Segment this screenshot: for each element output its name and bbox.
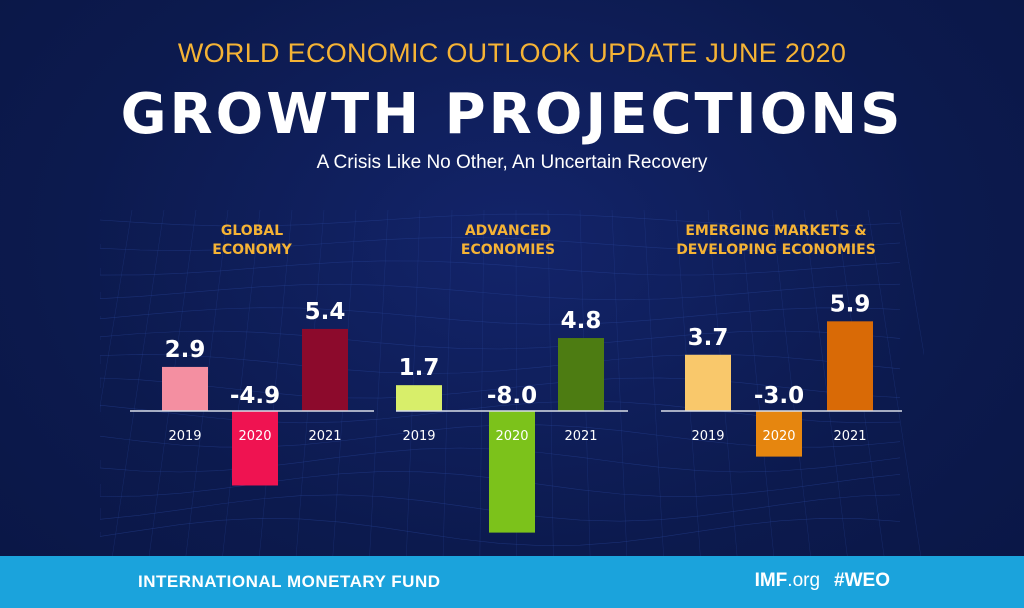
charts-svg: GLOBAL ECONOMY 2.9 2019 -4.9 2020 5.4 2021 ADVAN…: [100, 210, 924, 560]
grid-line: [771, 210, 812, 560]
value-label: 3.7: [688, 325, 729, 351]
chart-title-line: ADVANCED: [465, 223, 551, 239]
charts-group: GLOBAL ECONOMY 2.9 2019 -4.9 2020 5.4 2021 ADVAN…: [130, 223, 902, 533]
value-label: -8.0: [487, 383, 537, 409]
grid-line: [867, 210, 922, 560]
grid-line: [100, 447, 901, 473]
footer-site-suffix[interactable]: .org: [787, 570, 821, 591]
report-subtitle: WORLD ECONOMIC OUTLOOK UPDATE JUNE 2020: [177, 38, 847, 68]
bar: [489, 411, 535, 533]
footer-bar: INTERNATIONAL MONETARY FUND IMF.org #WEO: [0, 556, 1024, 608]
grid-line: [405, 210, 421, 560]
category-label: 2019: [168, 429, 201, 444]
value-label: 5.4: [305, 299, 346, 325]
grid-line: [442, 210, 453, 560]
grid-line: [100, 283, 901, 301]
bar: [162, 366, 208, 411]
category-label: 2021: [308, 429, 341, 444]
grid-line: [221, 210, 261, 560]
category-label: 2019: [402, 429, 435, 444]
chart-title-line: DEVELOPING ECONOMIES: [676, 242, 876, 258]
grid-line: [803, 210, 849, 560]
category-label: 2020: [762, 429, 795, 444]
page-title: GROWTH PROJECTIONS: [120, 82, 904, 147]
grid-line: [100, 307, 901, 325]
category-label: 2021: [833, 429, 866, 444]
category-label: 2020: [495, 429, 528, 444]
grid-line: [100, 213, 901, 227]
grid-line: [100, 330, 901, 350]
category-label: 2020: [238, 429, 271, 444]
bar: [685, 354, 731, 411]
footer-site-bold[interactable]: IMF: [754, 570, 788, 591]
value-label: 1.7: [399, 355, 440, 381]
grid-line: [100, 260, 901, 276]
grid-line: [611, 210, 628, 560]
bar: [396, 385, 442, 411]
bar: [827, 321, 873, 411]
bar: [232, 411, 278, 486]
value-label: -4.9: [230, 383, 280, 409]
grid-line: [739, 210, 775, 560]
tagline: A Crisis Like No Other, An Uncertain Rec…: [316, 152, 708, 173]
grid-line: [100, 471, 901, 497]
chart-title-line: ECONOMIES: [461, 242, 555, 258]
footer-org-name: INTERNATIONAL MONETARY FUND: [138, 572, 441, 591]
grid-line: [643, 210, 665, 560]
value-label: 2.9: [165, 337, 206, 363]
chart-title-line: ECONOMY: [212, 242, 292, 258]
grid-line: [100, 494, 901, 522]
grid-line: [479, 210, 485, 560]
grid-line: [111, 210, 165, 560]
footer-hashtag[interactable]: #WEO: [834, 570, 890, 591]
grid-line: [100, 210, 133, 409]
chart-title-line: GLOBAL: [221, 223, 283, 239]
bar: [302, 328, 348, 411]
grid-line: [100, 354, 901, 374]
grid-line: [100, 517, 901, 546]
grid-line: [547, 210, 554, 560]
footer-links: IMF.org #WEO: [755, 570, 890, 592]
grid-line: [100, 237, 901, 251]
value-label: 4.8: [561, 308, 602, 334]
bar: [756, 411, 802, 457]
value-label: 5.9: [830, 291, 871, 317]
chart-area: GLOBAL ECONOMY 2.9 2019 -4.9 2020 5.4 2021 ADVAN…: [100, 210, 924, 560]
wave-grid-background: [100, 210, 924, 560]
grid-line: [258, 210, 293, 560]
chart-title-line: EMERGING MARKETS &: [685, 223, 866, 239]
grid-line: [899, 210, 924, 356]
grid-line: [369, 210, 389, 560]
bar: [558, 338, 604, 411]
category-label: 2021: [564, 429, 597, 444]
category-label: 2019: [691, 429, 724, 444]
value-label: -3.0: [754, 383, 804, 409]
